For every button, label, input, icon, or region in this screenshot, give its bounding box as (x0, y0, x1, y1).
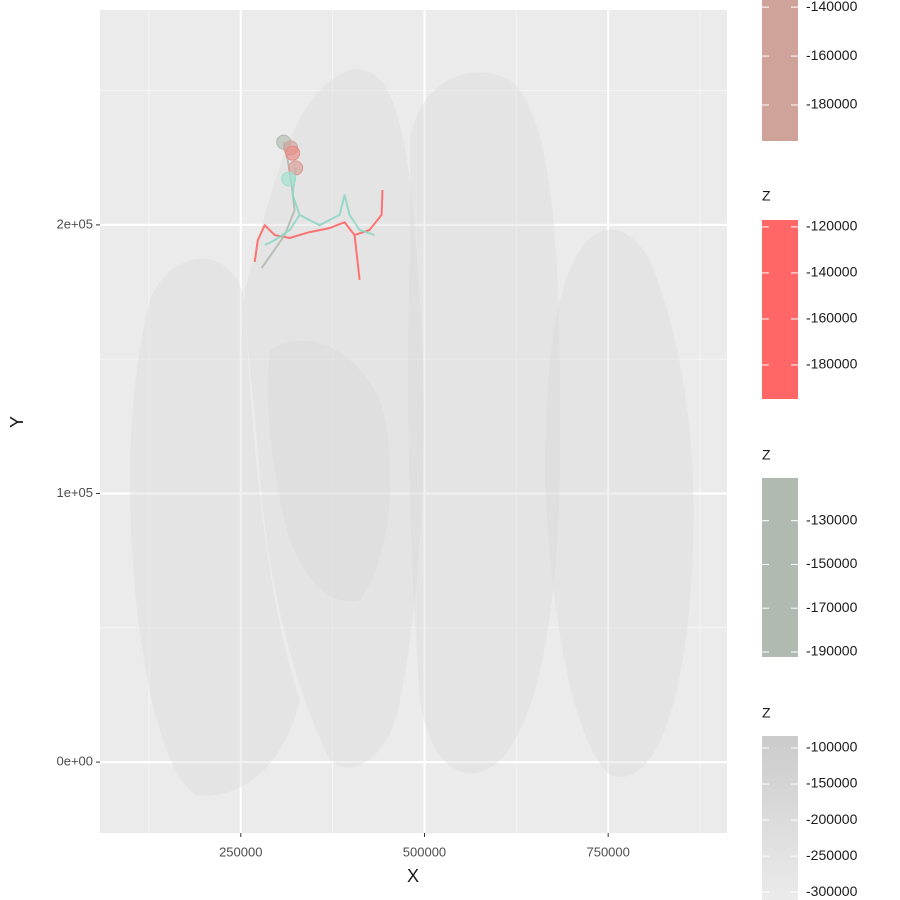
y-tick-label: 2e+05 (56, 216, 93, 231)
colorbar-label: -250000 (806, 847, 858, 863)
soma (281, 171, 297, 187)
colorbar-label: -140000 (806, 264, 858, 280)
plot-marks (253, 134, 384, 281)
x-axis-title: X (407, 866, 419, 886)
colorbar-label: -150000 (806, 775, 858, 791)
colorbar-label: -100000 (806, 739, 858, 755)
x-tick-label: 750000 (586, 844, 629, 859)
colorbar (762, 478, 798, 657)
neuron-trace (253, 189, 384, 281)
colorbar-label: -170000 (806, 599, 858, 615)
soma (285, 145, 301, 161)
panel (100, 10, 727, 833)
colorbar-label: -180000 (806, 356, 858, 372)
y-axis-title: Y (7, 416, 27, 428)
colorbar (762, 0, 798, 141)
neuron-trace (264, 167, 375, 246)
grid (100, 10, 727, 833)
colorbar-label: -160000 (806, 310, 858, 326)
colorbar-label: -140000 (806, 0, 858, 14)
legend-title: Z (762, 447, 771, 463)
colorbar-label: -200000 (806, 811, 858, 827)
colorbar-label: -130000 (806, 511, 858, 527)
y-tick-label: 1e+05 (56, 485, 93, 500)
colorbar (762, 736, 798, 900)
legend-title: Z (762, 188, 771, 204)
x-tick-label: 250000 (219, 844, 262, 859)
colorbar-label: -160000 (806, 47, 858, 63)
colorbar-label: -190000 (806, 643, 858, 659)
colorbar-label: -150000 (806, 555, 858, 571)
mesh (130, 69, 694, 796)
x-tick-label: 500000 (403, 844, 446, 859)
y-tick-label: 0e+00 (56, 754, 93, 769)
legend-title: Z (762, 705, 771, 721)
colorbar-label: -300000 (806, 883, 858, 899)
soma (288, 160, 304, 176)
colorbar-label: -120000 (806, 218, 858, 234)
colorbar (762, 220, 798, 399)
colorbar-label: -180000 (806, 96, 858, 112)
